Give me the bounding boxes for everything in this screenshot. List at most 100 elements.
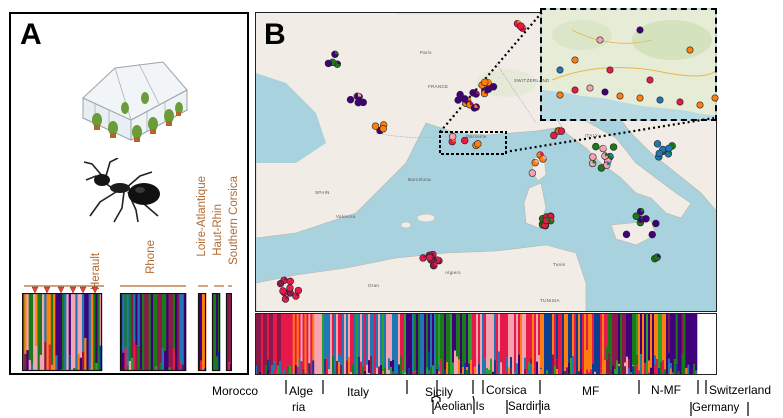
ancestry-bar-segment — [677, 371, 680, 375]
ancestry-bar-segment — [624, 362, 627, 367]
ancestry-bar-segment — [97, 293, 101, 353]
ancestry-bar-segment — [693, 313, 696, 365]
ancestry-bar-segment — [346, 313, 349, 361]
ancestry-bar-segment — [336, 313, 339, 361]
ancestry-bar-segment — [456, 313, 459, 357]
ancestry-bar-segment — [324, 313, 327, 359]
ancestry-bar-segment — [340, 364, 343, 375]
ancestry-bar-segment — [412, 372, 415, 375]
ancestry-bar-segment — [538, 355, 541, 375]
region-sicily: Sicily — [425, 385, 454, 399]
ancestry-bar-segment — [214, 293, 217, 371]
ancestry-bar-segment — [530, 358, 533, 365]
ancestry-bar-segment — [660, 313, 663, 362]
map-label-tunisia: TUNISIA — [540, 298, 560, 303]
region-morocco: Morocco — [212, 384, 259, 398]
ancestry-bar-segment — [504, 313, 507, 375]
ancestry-bar-segment — [556, 313, 559, 360]
ancestry-bar-segment — [362, 313, 365, 366]
ancestry-bar-segment — [48, 293, 52, 345]
ancestry-bar-segment — [44, 293, 47, 342]
ancestry-bar-segment — [128, 361, 132, 371]
ancestry-bar-segment — [482, 313, 485, 375]
ancestry-bar-segment — [506, 371, 509, 375]
ancestry-bar-segment — [364, 313, 367, 363]
ancestry-bar-segment — [610, 313, 613, 370]
region-algeria-suffix: ria — [292, 400, 306, 414]
ancestry-bar-segment — [168, 293, 171, 368]
ancestry-bar-segment — [542, 313, 545, 375]
ancestry-bar-segment — [378, 313, 381, 367]
ancestry-bar-segment — [498, 313, 501, 352]
ancestry-bar-segment — [137, 345, 141, 371]
ancestry-bar-segment — [350, 372, 353, 375]
ancestry-bar-segment — [687, 313, 690, 365]
ancestry-bar-segment — [82, 351, 85, 371]
ancestry-bar-segment — [261, 313, 264, 375]
ancestry-bar-segment — [267, 369, 270, 375]
population-label-rhone: Rhone — [145, 240, 157, 274]
ancestry-bar-segment — [606, 313, 609, 347]
ancestry-bar-segment — [681, 354, 684, 375]
ant-icon — [83, 158, 160, 223]
panel-a-letter: A — [20, 18, 42, 51]
ancestry-bar-segment — [302, 368, 305, 375]
ancestry-bar-segment — [336, 360, 339, 375]
ancestry-bar-segment — [93, 293, 96, 371]
ancestry-bar-segment — [352, 364, 355, 375]
ancestry-bar-segment — [598, 313, 601, 375]
ancestry-bar-segment — [44, 341, 47, 371]
map-label-paris: Paris — [420, 50, 432, 55]
ancestry-bar-segment — [376, 367, 379, 375]
ancestry-bar-segment — [628, 368, 631, 375]
ancestry-bar-segment — [30, 293, 34, 365]
ancestry-bar-segment — [380, 313, 383, 364]
ancestry-bar-segment — [550, 313, 553, 367]
map-label-tunis: Tunis — [553, 262, 566, 267]
ancestry-bar-segment — [536, 361, 539, 375]
ancestry-bar-segment — [667, 352, 671, 359]
ancestry-bar-segment — [133, 293, 136, 342]
ancestry-bar-segment — [161, 347, 165, 371]
ancestry-bar-segment — [675, 363, 678, 375]
ancestry-bar-segment — [564, 370, 567, 375]
ancestry-bar-segment — [273, 361, 276, 370]
ancestry-bar-segment — [384, 313, 387, 368]
ancestry-bar-segment — [153, 293, 156, 371]
ancestry-bar-segment — [164, 293, 167, 351]
ancestry-bar-segment — [294, 313, 297, 364]
ancestry-bar-segment — [259, 371, 262, 375]
ancestry-bar-segment — [328, 313, 331, 370]
structure-box-border — [119, 293, 187, 372]
ancestry-bar-segment — [580, 368, 583, 375]
ancestry-bar-segment — [172, 348, 176, 371]
ancestry-bar-segment — [42, 293, 45, 371]
ancestry-bar-segment — [434, 313, 437, 375]
ancestry-bar-segment — [440, 372, 443, 375]
map-inset — [540, 8, 717, 121]
ancestry-bar-segment — [675, 313, 678, 364]
ancestry-bar-segment — [277, 313, 280, 366]
ancestry-bar-segment — [370, 355, 373, 375]
ancestry-bar-segment — [33, 293, 36, 371]
ancestry-bar-segment — [510, 357, 513, 369]
ancestry-bar-segment — [464, 362, 467, 375]
map-label-oran: Oran — [368, 283, 380, 288]
ancestry-bar-segment — [552, 354, 555, 375]
ancestry-bar-segment — [57, 293, 61, 371]
ancestry-bar-segment — [640, 313, 643, 355]
ancestry-bar-segment — [314, 313, 317, 375]
ancestry-bar-segment — [546, 370, 549, 375]
ancestry-bar-segment — [177, 293, 180, 371]
ancestry-bar-segment — [273, 369, 276, 375]
ancestry-bar-segment — [126, 365, 130, 371]
ancestry-bar-segment — [400, 355, 403, 375]
ancestry-bar-segment — [35, 293, 38, 346]
ancestry-bar-segment — [444, 313, 447, 361]
ancestry-bar-segment — [622, 313, 625, 375]
ancestry-bar-segment — [298, 358, 301, 375]
ancestry-bar-segment — [378, 366, 381, 375]
ancestry-bar-segment — [562, 372, 565, 375]
ancestry-bar-segment — [390, 361, 393, 368]
ancestry-bar-segment — [294, 365, 297, 375]
